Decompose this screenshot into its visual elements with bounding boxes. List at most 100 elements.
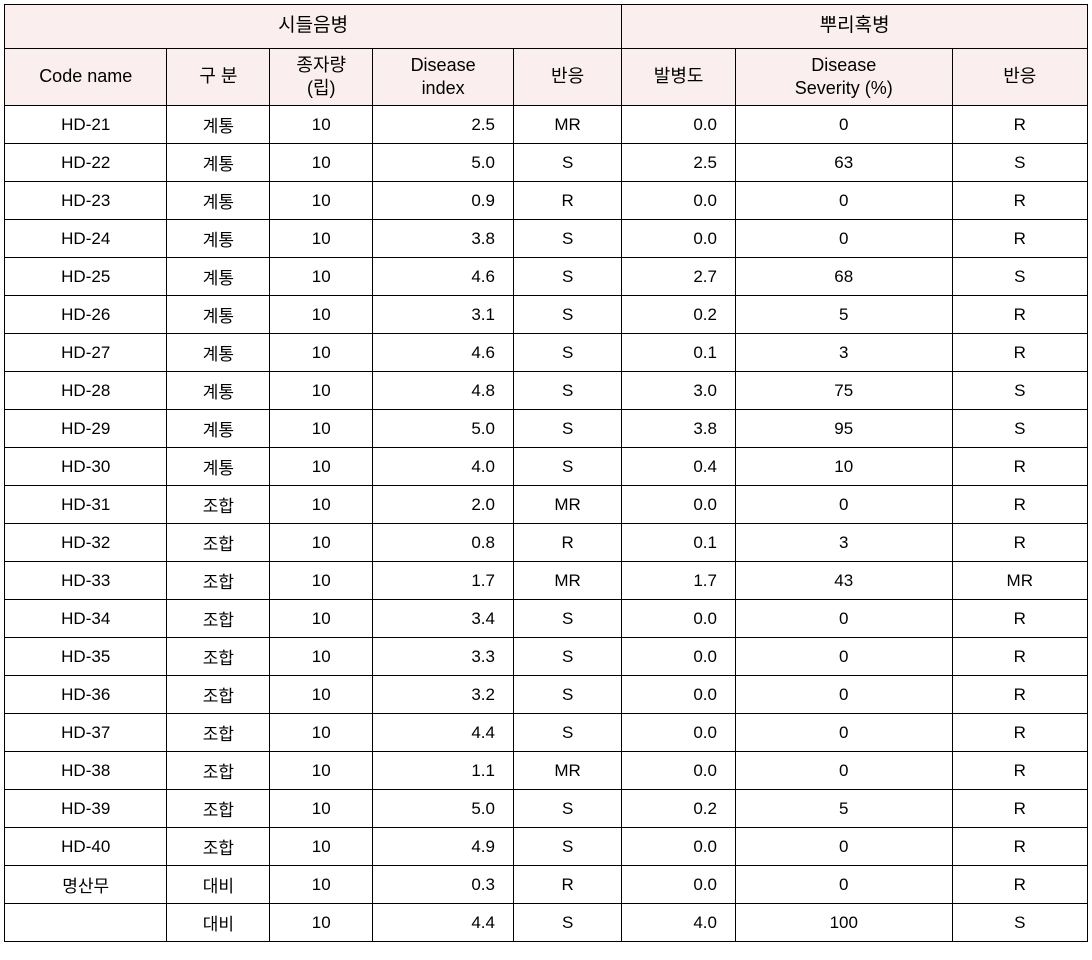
cell-severity: 75 bbox=[735, 372, 952, 410]
cell-seed: 10 bbox=[270, 676, 373, 714]
cell-gubun: 계통 bbox=[167, 448, 270, 486]
cell-gubun: 계통 bbox=[167, 334, 270, 372]
cell-incidence: 0.0 bbox=[622, 828, 736, 866]
cell-seed: 10 bbox=[270, 828, 373, 866]
cell-reaction-1: S bbox=[513, 410, 621, 448]
cell-code: HD-24 bbox=[5, 220, 167, 258]
cell-gubun: 조합 bbox=[167, 714, 270, 752]
cell-disease-index: 2.5 bbox=[373, 106, 514, 144]
cell-code: 명산무 bbox=[5, 866, 167, 904]
cell-gubun: 대비 bbox=[167, 904, 270, 942]
table-row: HD-35조합103.3S0.00R bbox=[5, 638, 1088, 676]
cell-gubun: 계통 bbox=[167, 106, 270, 144]
cell-seed: 10 bbox=[270, 486, 373, 524]
cell-seed: 10 bbox=[270, 448, 373, 486]
cell-severity: 0 bbox=[735, 828, 952, 866]
cell-reaction-1: S bbox=[513, 220, 621, 258]
cell-code bbox=[5, 904, 167, 942]
cell-severity: 0 bbox=[735, 106, 952, 144]
cell-reaction-1: MR bbox=[513, 752, 621, 790]
cell-code: HD-26 bbox=[5, 296, 167, 334]
cell-reaction-2: S bbox=[952, 258, 1087, 296]
cell-severity: 3 bbox=[735, 334, 952, 372]
cell-disease-index: 3.1 bbox=[373, 296, 514, 334]
table-row: HD-21계통102.5MR0.00R bbox=[5, 106, 1088, 144]
cell-incidence: 2.7 bbox=[622, 258, 736, 296]
cell-reaction-2: R bbox=[952, 334, 1087, 372]
cell-gubun: 조합 bbox=[167, 562, 270, 600]
cell-disease-index: 0.3 bbox=[373, 866, 514, 904]
header-group-wilt: 시들음병 bbox=[5, 5, 622, 49]
cell-disease-index: 4.0 bbox=[373, 448, 514, 486]
cell-severity: 0 bbox=[735, 676, 952, 714]
cell-incidence: 0.1 bbox=[622, 334, 736, 372]
table-row: HD-26계통103.1S0.25R bbox=[5, 296, 1088, 334]
cell-reaction-1: S bbox=[513, 448, 621, 486]
cell-incidence: 0.0 bbox=[622, 182, 736, 220]
cell-reaction-2: S bbox=[952, 372, 1087, 410]
cell-incidence: 3.8 bbox=[622, 410, 736, 448]
cell-severity: 0 bbox=[735, 486, 952, 524]
cell-reaction-1: R bbox=[513, 524, 621, 562]
table-row: HD-24계통103.8S0.00R bbox=[5, 220, 1088, 258]
cell-disease-index: 3.3 bbox=[373, 638, 514, 676]
cell-disease-index: 4.4 bbox=[373, 714, 514, 752]
cell-seed: 10 bbox=[270, 182, 373, 220]
cell-severity: 5 bbox=[735, 296, 952, 334]
table-row: HD-30계통104.0S0.410R bbox=[5, 448, 1088, 486]
cell-reaction-2: R bbox=[952, 828, 1087, 866]
cell-incidence: 0.2 bbox=[622, 296, 736, 334]
table-header: 시들음병 뿌리혹병 Code name 구 분 종자량(립) Diseasein… bbox=[5, 5, 1088, 106]
cell-incidence: 0.0 bbox=[622, 866, 736, 904]
cell-gubun: 조합 bbox=[167, 524, 270, 562]
header-group-root: 뿌리혹병 bbox=[622, 5, 1088, 49]
cell-incidence: 0.0 bbox=[622, 106, 736, 144]
cell-gubun: 계통 bbox=[167, 258, 270, 296]
cell-seed: 10 bbox=[270, 106, 373, 144]
cell-reaction-2: R bbox=[952, 448, 1087, 486]
table-row: HD-40조합104.9S0.00R bbox=[5, 828, 1088, 866]
cell-reaction-2: S bbox=[952, 410, 1087, 448]
cell-code: HD-28 bbox=[5, 372, 167, 410]
cell-reaction-2: S bbox=[952, 144, 1087, 182]
cell-severity: 100 bbox=[735, 904, 952, 942]
cell-code: HD-37 bbox=[5, 714, 167, 752]
cell-disease-index: 1.1 bbox=[373, 752, 514, 790]
cell-severity: 5 bbox=[735, 790, 952, 828]
cell-code: HD-38 bbox=[5, 752, 167, 790]
cell-severity: 0 bbox=[735, 600, 952, 638]
cell-code: HD-22 bbox=[5, 144, 167, 182]
cell-disease-index: 4.4 bbox=[373, 904, 514, 942]
cell-code: HD-30 bbox=[5, 448, 167, 486]
table-row: 명산무대비100.3R0.00R bbox=[5, 866, 1088, 904]
cell-reaction-2: R bbox=[952, 106, 1087, 144]
cell-seed: 10 bbox=[270, 638, 373, 676]
cell-code: HD-29 bbox=[5, 410, 167, 448]
cell-incidence: 2.5 bbox=[622, 144, 736, 182]
table-row: HD-23계통100.9R0.00R bbox=[5, 182, 1088, 220]
cell-severity: 0 bbox=[735, 638, 952, 676]
cell-seed: 10 bbox=[270, 296, 373, 334]
cell-incidence: 0.4 bbox=[622, 448, 736, 486]
table-row: HD-39조합105.0S0.25R bbox=[5, 790, 1088, 828]
header-group-row: 시들음병 뿌리혹병 bbox=[5, 5, 1088, 49]
table-row: HD-33조합101.7MR1.743MR bbox=[5, 562, 1088, 600]
cell-reaction-2: MR bbox=[952, 562, 1087, 600]
col-header-dindex: Diseaseindex bbox=[373, 48, 514, 106]
cell-incidence: 0.0 bbox=[622, 638, 736, 676]
cell-gubun: 계통 bbox=[167, 144, 270, 182]
cell-disease-index: 4.6 bbox=[373, 258, 514, 296]
table-row: HD-34조합103.4S0.00R bbox=[5, 600, 1088, 638]
cell-disease-index: 3.8 bbox=[373, 220, 514, 258]
cell-code: HD-40 bbox=[5, 828, 167, 866]
cell-disease-index: 5.0 bbox=[373, 410, 514, 448]
cell-reaction-1: S bbox=[513, 258, 621, 296]
cell-code: HD-25 bbox=[5, 258, 167, 296]
cell-seed: 10 bbox=[270, 220, 373, 258]
cell-severity: 43 bbox=[735, 562, 952, 600]
cell-reaction-2: R bbox=[952, 486, 1087, 524]
cell-reaction-2: R bbox=[952, 524, 1087, 562]
cell-severity: 63 bbox=[735, 144, 952, 182]
cell-disease-index: 0.8 bbox=[373, 524, 514, 562]
cell-seed: 10 bbox=[270, 372, 373, 410]
